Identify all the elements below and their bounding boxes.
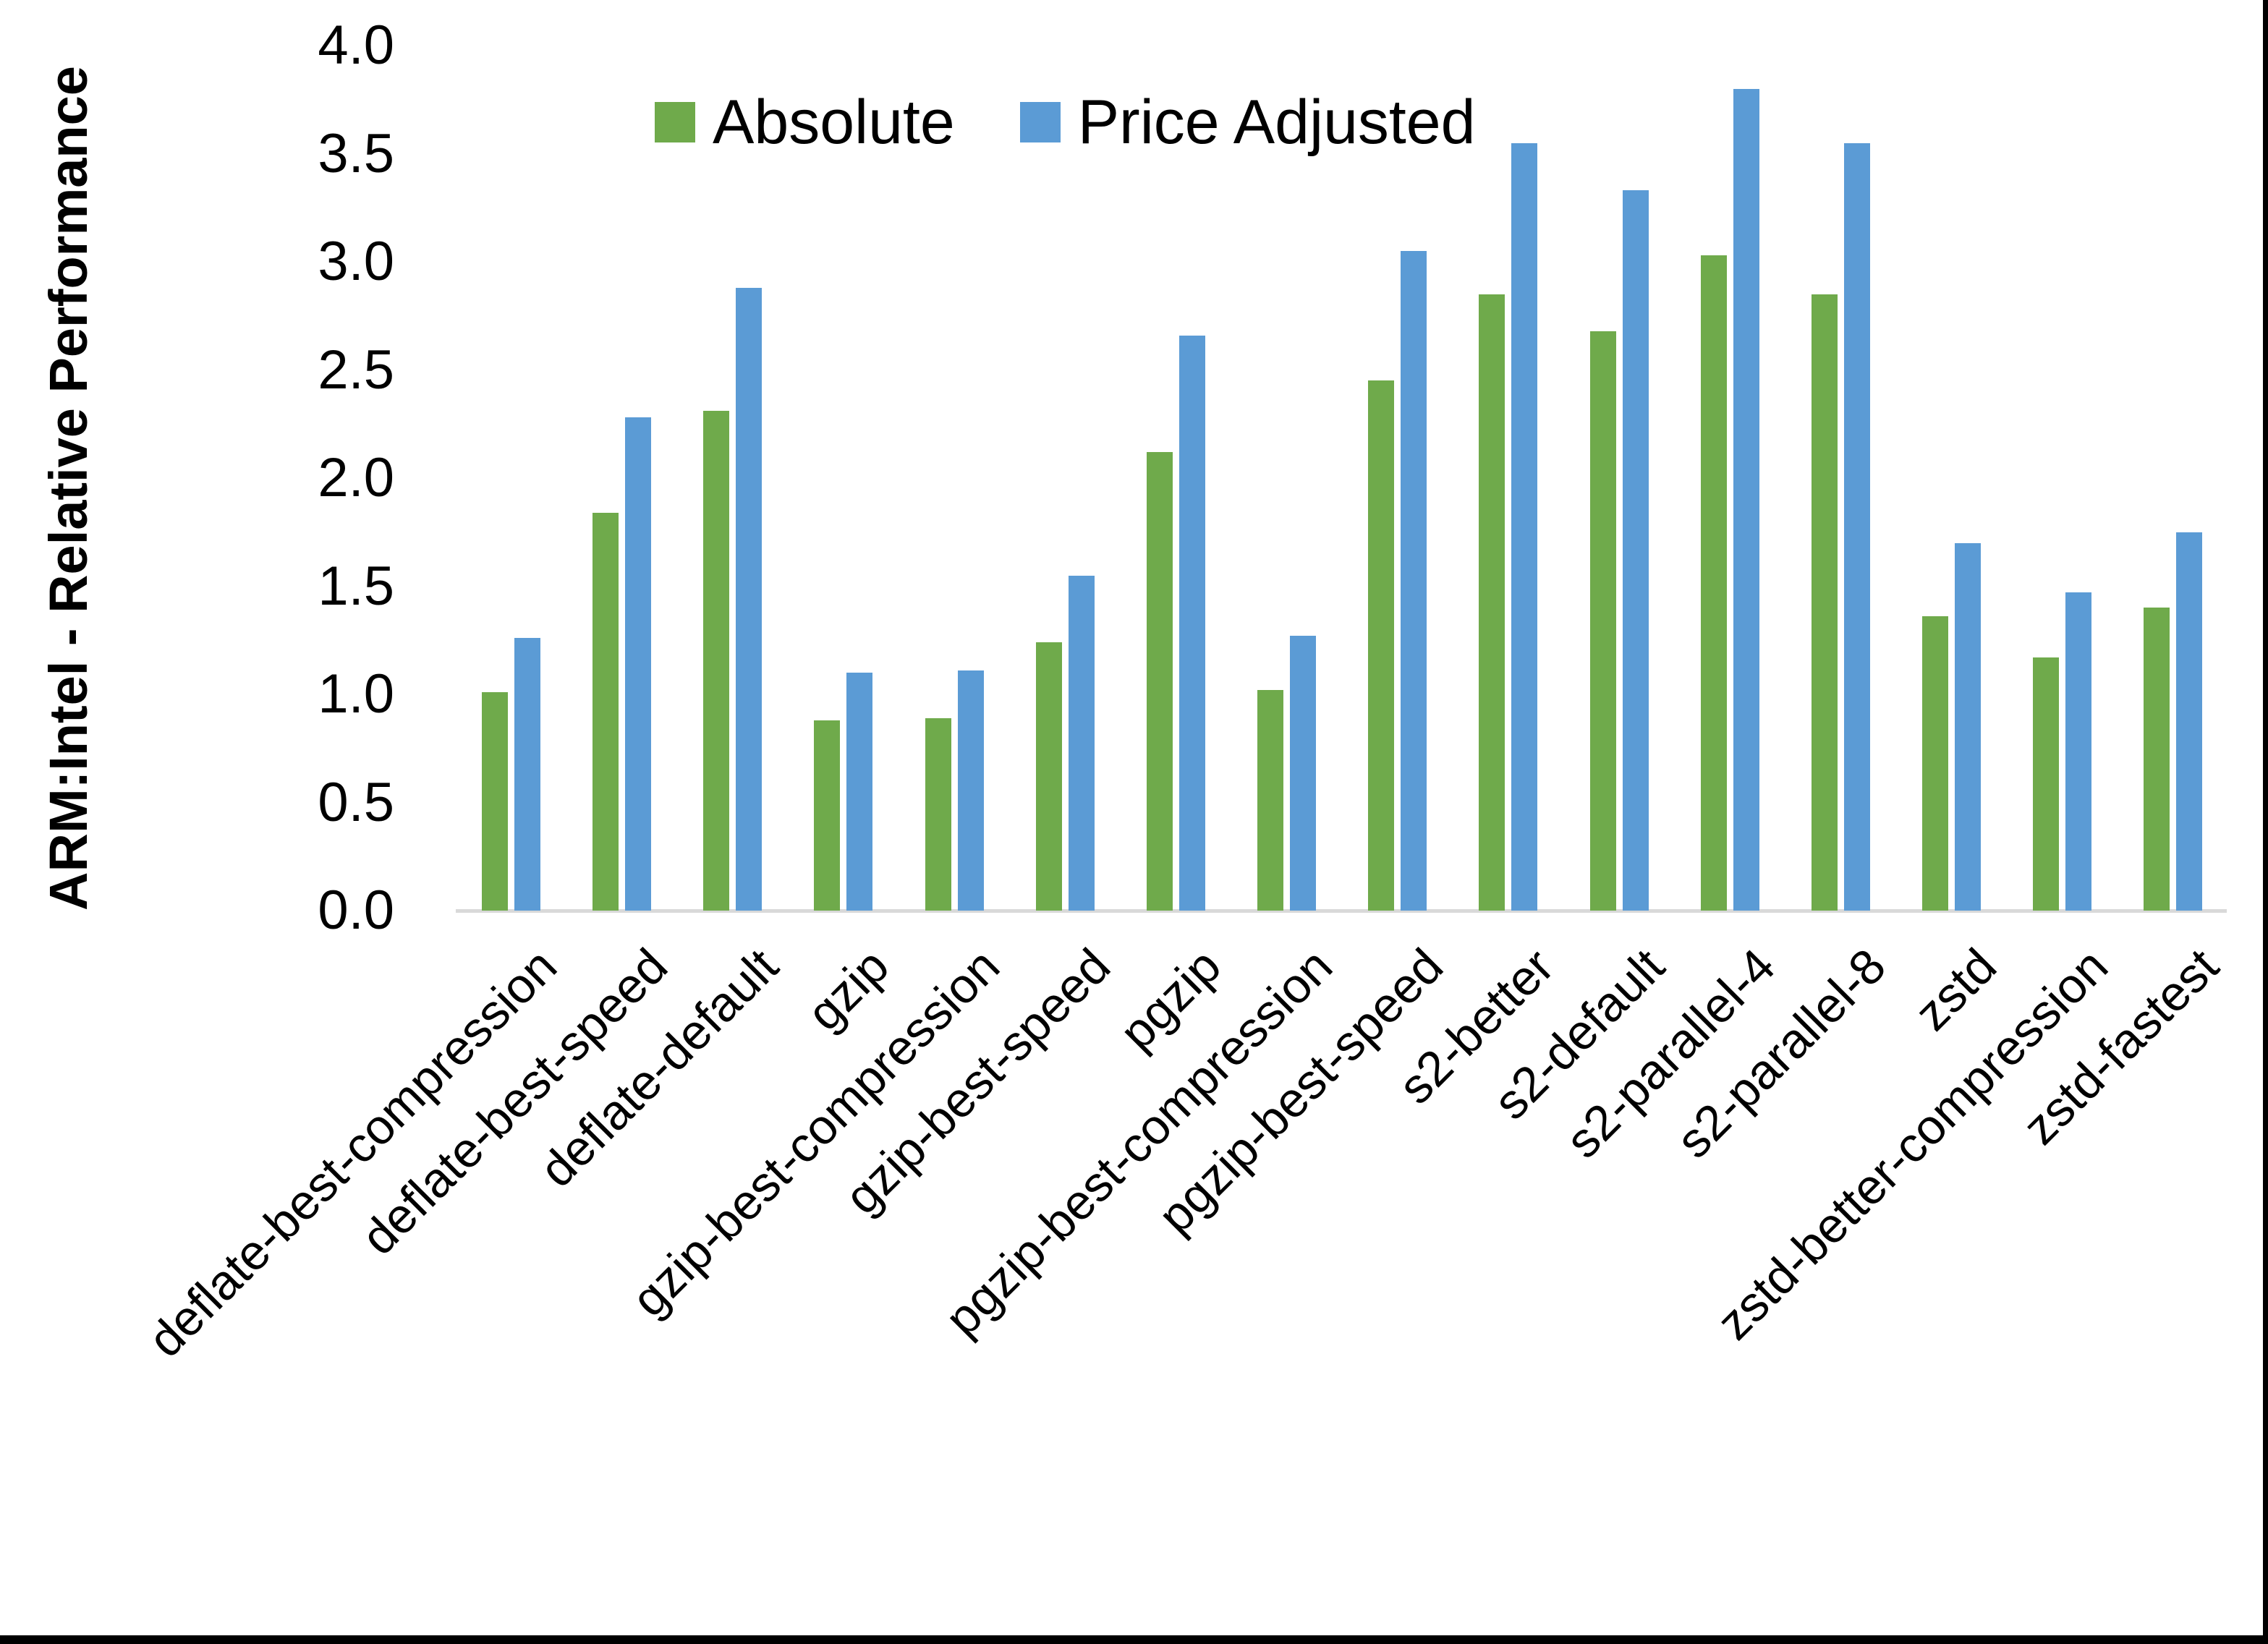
bar-absolute-zstd	[1922, 616, 1948, 911]
legend-swatch-icon	[1019, 102, 1061, 142]
bar-price-adjusted-s2-default	[1623, 190, 1649, 911]
bar-price-adjusted-deflate-default	[736, 288, 762, 911]
bar-absolute-gzip	[814, 720, 840, 911]
bar-absolute-gzip-best-speed	[1036, 642, 1062, 911]
bar-price-adjusted-gzip	[846, 673, 872, 911]
y-tick-label: 0.0	[318, 880, 394, 941]
bar-absolute-pgzip-best-compression	[1257, 690, 1283, 911]
legend-item-0: Absolute	[655, 91, 955, 153]
x-axis-line	[456, 909, 2227, 913]
bar-price-adjusted-deflate-best-speed	[625, 417, 651, 911]
y-tick-label: 2.0	[318, 447, 394, 508]
bar-absolute-deflate-best-compression	[482, 692, 508, 911]
legend-swatch-icon	[655, 102, 695, 142]
y-tick-label: 2.5	[318, 338, 394, 401]
bar-absolute-s2-parallel-8	[1812, 294, 1838, 911]
bar-price-adjusted-s2-parallel-8	[1844, 143, 1870, 911]
bar-price-adjusted-s2-better	[1511, 143, 1537, 911]
bar-price-adjusted-pgzip-best-compression	[1290, 636, 1316, 911]
bar-absolute-pgzip-best-speed	[1368, 380, 1394, 911]
y-tick-label: 3.0	[318, 231, 394, 292]
window-edge-bottom	[0, 1635, 2268, 1644]
bar-price-adjusted-pgzip	[1179, 336, 1205, 911]
legend-label: Absolute	[713, 88, 955, 157]
y-tick-label: 0.5	[318, 771, 394, 833]
legend-item-1: Price Adjusted	[1019, 88, 1476, 157]
bar-absolute-s2-parallel-4	[1701, 255, 1727, 911]
y-tick-label: 4.0	[318, 14, 394, 76]
bar-price-adjusted-zstd-fastest	[2176, 532, 2202, 911]
bar-absolute-s2-default	[1590, 331, 1616, 911]
bar-absolute-deflate-default	[703, 411, 729, 911]
y-tick-label: 1.0	[318, 663, 394, 725]
y-axis-title: ARM:Intel - Relative Performance	[38, 66, 98, 911]
bar-price-adjusted-zstd-better-compression	[2065, 592, 2091, 911]
bar-price-adjusted-gzip-best-compression	[958, 670, 984, 911]
legend: Absolute Price Adjusted	[655, 91, 1475, 153]
bar-price-adjusted-s2-parallel-4	[1733, 89, 1759, 911]
bar-absolute-pgzip	[1147, 452, 1173, 911]
bar-absolute-deflate-best-speed	[593, 513, 619, 911]
bar-absolute-zstd-fastest	[2144, 608, 2170, 911]
y-tick-label: 1.5	[318, 555, 394, 617]
bar-price-adjusted-gzip-best-speed	[1069, 576, 1095, 911]
y-tick-label: 3.5	[318, 122, 394, 184]
bar-absolute-s2-better	[1479, 294, 1505, 911]
bar-price-adjusted-zstd	[1955, 543, 1981, 911]
bar-absolute-zstd-better-compression	[2033, 657, 2059, 911]
bar-price-adjusted-deflate-best-compression	[514, 638, 540, 911]
window-edge-right	[2263, 0, 2268, 1644]
legend-label: Price Adjusted	[1077, 88, 1476, 157]
bar-price-adjusted-pgzip-best-speed	[1401, 251, 1427, 911]
bar-absolute-gzip-best-compression	[925, 718, 951, 911]
